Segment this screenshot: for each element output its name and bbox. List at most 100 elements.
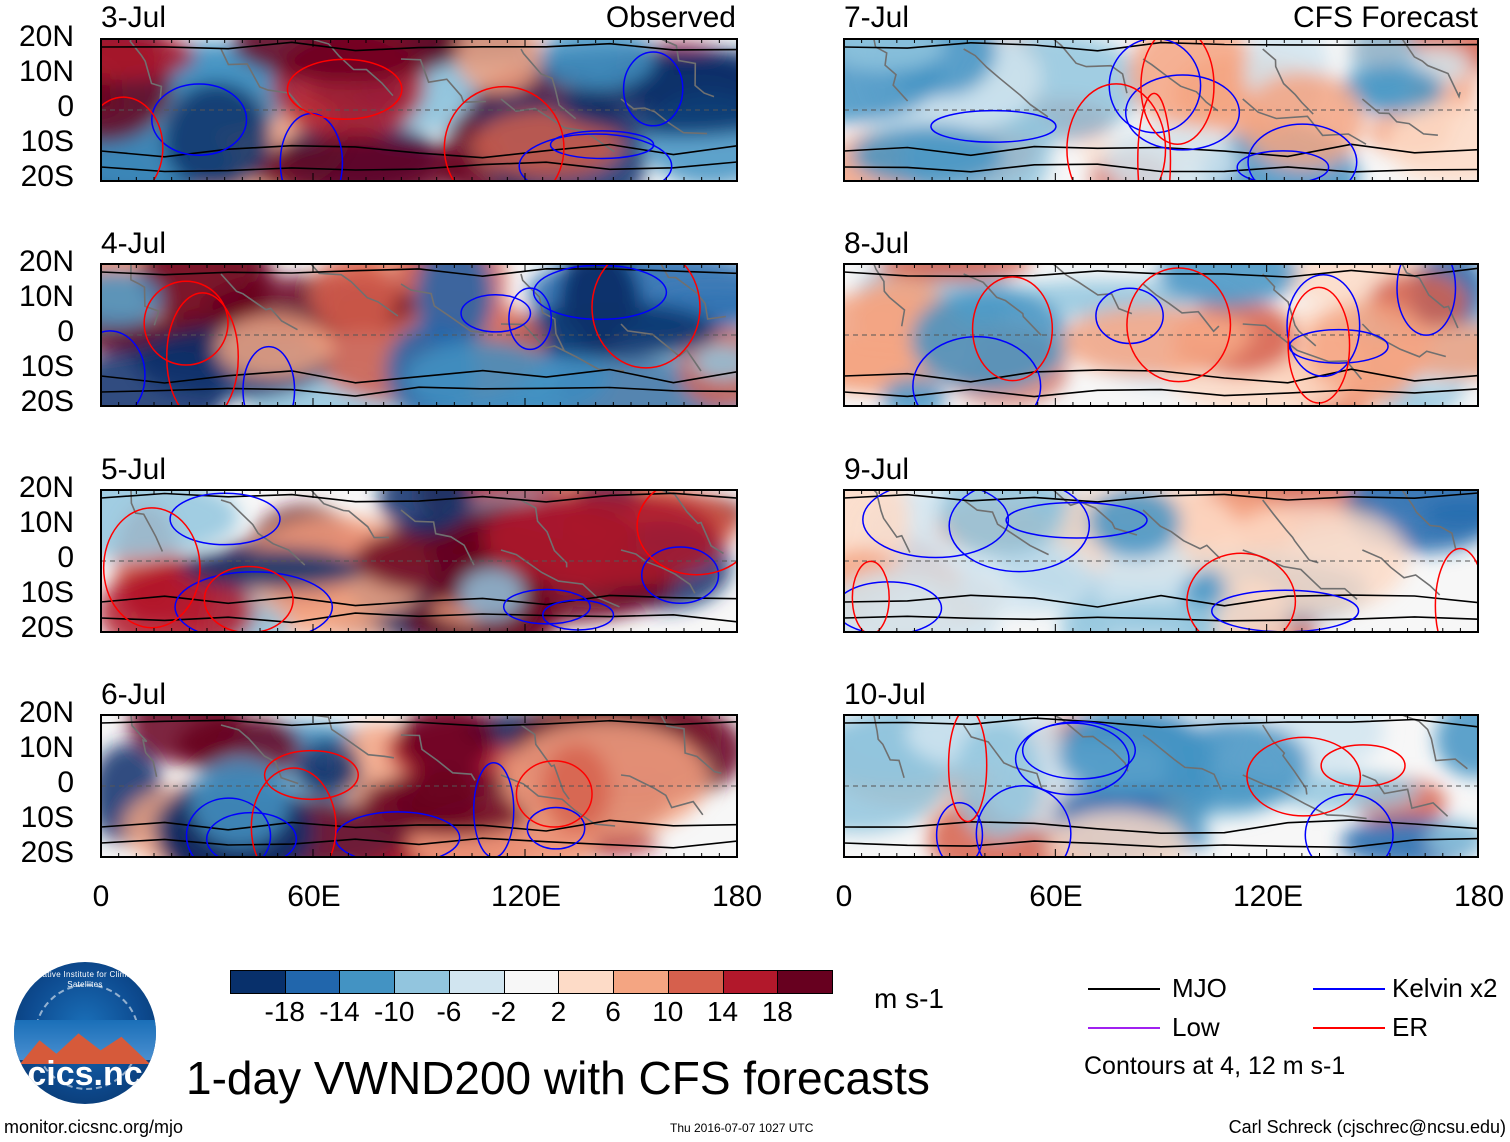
mjo-contour bbox=[844, 594, 1478, 608]
wind-anomaly-blob bbox=[101, 270, 163, 328]
wind-anomaly-blob bbox=[473, 109, 620, 177]
colorbar-cell bbox=[722, 970, 779, 994]
er-contour bbox=[143, 280, 229, 366]
logo-text: cics.nc bbox=[27, 1055, 143, 1093]
wind-anomaly-blob bbox=[692, 344, 737, 381]
kelvin-contour bbox=[1236, 150, 1330, 181]
lat-label-10s-row3: 10S bbox=[20, 576, 74, 609]
wind-anomaly-blob bbox=[190, 757, 290, 847]
coastline bbox=[130, 715, 722, 827]
kelvin-contour bbox=[502, 588, 591, 625]
er-contour bbox=[851, 560, 890, 632]
kelvin-contour bbox=[975, 785, 1072, 857]
kelvin-contour bbox=[1247, 123, 1358, 181]
colorbar-cell bbox=[503, 970, 560, 994]
lat-label-20n-row2: 20N bbox=[18, 245, 74, 278]
kelvin-contour bbox=[549, 130, 655, 160]
er-contour bbox=[1066, 83, 1167, 181]
lat-label-10n-row4: 10N bbox=[18, 731, 74, 764]
panel-title-10jul: 10-Jul bbox=[844, 678, 926, 711]
legend-line-er bbox=[1313, 1027, 1385, 1029]
map-panel-4-jul bbox=[100, 263, 738, 407]
map-panel-8-jul bbox=[843, 263, 1479, 407]
mjo-contour bbox=[844, 492, 1478, 503]
er-contour bbox=[947, 715, 988, 823]
er-contour bbox=[636, 490, 737, 576]
wind-anomaly-blob bbox=[177, 715, 302, 777]
kelvin-contour bbox=[151, 83, 248, 156]
colorbar-cell bbox=[339, 970, 396, 994]
legend-label-er: ER bbox=[1392, 1012, 1429, 1042]
wind-anomaly-blob bbox=[851, 125, 1003, 181]
kelvin-contour bbox=[205, 811, 298, 857]
mjo-contour bbox=[101, 143, 737, 159]
mjo-contour bbox=[101, 161, 737, 173]
mjo-contour bbox=[844, 163, 1478, 173]
kelvin-contour bbox=[912, 335, 1042, 406]
panel-title-9jul: 9-Jul bbox=[844, 453, 910, 486]
map-panel-7-jul bbox=[843, 38, 1479, 182]
er-contour bbox=[1186, 552, 1297, 632]
er-contour bbox=[971, 276, 1054, 382]
colorbar-cell bbox=[284, 970, 341, 994]
map-panels-svg bbox=[100, 38, 1479, 858]
panel-title-5jul: 5-Jul bbox=[101, 453, 167, 486]
legend-label-low: Low bbox=[1172, 1012, 1220, 1042]
kelvin-contour bbox=[1124, 74, 1241, 151]
wind-anomaly-blob bbox=[541, 744, 611, 834]
mjo-contour bbox=[844, 615, 1478, 622]
map-panel-10-jul bbox=[843, 714, 1479, 858]
mjo-contour bbox=[844, 819, 1478, 835]
main-title: 1-day VWND200 with CFS forecasts bbox=[186, 1052, 930, 1104]
wind-anomaly-blob bbox=[388, 777, 481, 826]
panel-title-8jul: 8-Jul bbox=[844, 227, 910, 260]
panel-title-3jul: 3-Jul bbox=[101, 1, 167, 34]
wind-anomaly-blob bbox=[1047, 810, 1188, 857]
mjo-contour bbox=[101, 368, 737, 384]
lat-label-0-row4: 0 bbox=[57, 766, 74, 799]
lat-label-20n-row3: 20N bbox=[18, 471, 74, 504]
kelvin-contour bbox=[185, 797, 272, 857]
lat-label-20s-row2: 20S bbox=[20, 385, 74, 418]
wind-anomaly-blob bbox=[179, 548, 366, 589]
coastline bbox=[873, 715, 1468, 820]
wind-anomaly-blob bbox=[459, 568, 525, 620]
wind-anomaly-blob bbox=[483, 490, 723, 589]
coastline bbox=[130, 490, 724, 608]
wind-anomaly-blob bbox=[215, 315, 334, 379]
er-contour bbox=[101, 96, 164, 181]
wind-anomaly-blob bbox=[1271, 772, 1419, 811]
contours-note: Contours at 4, 12 m s-1 bbox=[1084, 1052, 1346, 1080]
lon-label-0-right: 0 bbox=[835, 880, 853, 913]
map-panel-3-jul bbox=[100, 38, 738, 182]
lat-label-10n-row2: 10N bbox=[18, 280, 74, 313]
lon-label-180-left: 180 bbox=[711, 880, 763, 913]
mjo-contour bbox=[844, 837, 1478, 849]
wind-anomaly-blob bbox=[938, 490, 1066, 557]
colorbar-label: -10 bbox=[373, 996, 415, 1027]
kelvin-contour bbox=[508, 287, 553, 351]
legend-line-mjo bbox=[1088, 988, 1160, 990]
er-contour bbox=[166, 292, 239, 406]
mjo-contour bbox=[101, 267, 737, 278]
er-contour bbox=[591, 264, 701, 369]
wind-anomaly-blob bbox=[953, 719, 1042, 839]
lon-label-60e-right: 60E bbox=[1029, 880, 1083, 913]
colorbar-units: m s-1 bbox=[874, 983, 944, 1014]
kelvin-contour bbox=[101, 330, 146, 406]
mjo-contour bbox=[101, 719, 737, 727]
wind-anomaly-blob bbox=[876, 264, 1032, 283]
kelvin-contour bbox=[174, 571, 334, 632]
wind-anomaly-blob bbox=[910, 287, 1070, 392]
kelvin-contour bbox=[460, 293, 532, 333]
er-contour bbox=[263, 749, 359, 801]
lon-label-120e-left: 120E bbox=[490, 880, 562, 913]
wind-anomaly-blob bbox=[1386, 102, 1478, 181]
er-contour bbox=[1246, 736, 1362, 817]
lon-label-120e-right: 120E bbox=[1232, 880, 1304, 913]
er-contour bbox=[1126, 267, 1232, 383]
er-contour bbox=[102, 507, 201, 629]
lat-label-10s-row1: 10S bbox=[20, 125, 74, 158]
mjo-contour bbox=[101, 594, 737, 607]
lat-label-20n-row1: 20N bbox=[18, 20, 74, 53]
